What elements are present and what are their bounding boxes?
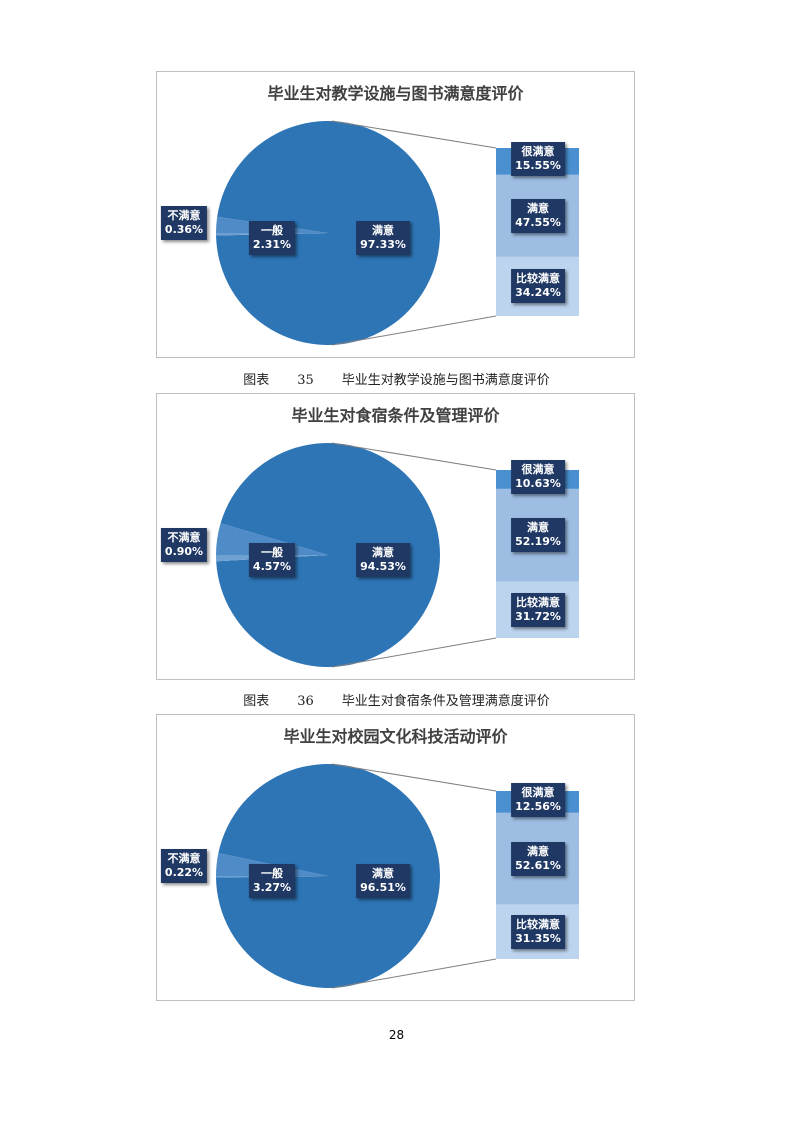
label-category: 满意 [526,521,549,535]
label-category: 比较满意 [515,917,560,931]
label-category: 很满意 [521,145,555,159]
bar-label-0: 很满意 10.63% [511,460,565,495]
caption-number: 35 [297,373,314,388]
label-category: 满意 [371,224,394,237]
label-value: 96.51% [360,881,406,894]
label-value: 31.72% [515,609,561,623]
connector-line [331,637,497,668]
label-category: 满意 [371,867,394,880]
label-value: 0.22% [164,866,204,879]
bar-label-2: 比较满意 31.72% [511,592,565,627]
connector-line [331,763,497,792]
label-value: 52.19% [515,535,561,549]
label-value: 4.57% [252,560,292,573]
connector-line [331,442,497,471]
label-value: 47.55% [515,215,561,229]
bar-label-2: 比较满意 31.35% [511,914,565,949]
data-label-unsatisfied: 不满意 0.22% [160,849,208,883]
caption-label: 图表 [243,694,270,709]
pie-slice-satisfied [216,764,441,988]
data-label-general: 一般 2.31% [248,221,296,255]
chart-teaching-facilities: 毕业生对教学设施与图书满意度评价 满意 97.33% 一般 2.31% 不满意 0.36% 很… [156,71,635,358]
figure-caption-36: 图表 36 毕业生对食宿条件及管理满意度评价 [0,690,793,709]
label-category: 不满意 [167,209,201,222]
label-category: 比较满意 [515,595,560,609]
label-value: 15.55% [515,159,561,173]
bar-label-1: 满意 52.19% [511,518,565,553]
bar-label-0: 很满意 12.56% [511,782,565,817]
data-label-general: 一般 4.57% [248,543,296,577]
label-category: 满意 [526,844,549,858]
data-label-satisfied: 满意 96.51% [356,864,410,898]
label-value: 94.53% [360,560,406,573]
caption-number: 36 [297,694,314,709]
chart-title: 毕业生对教学设施与图书满意度评价 [267,84,524,103]
label-category: 不满意 [167,852,201,865]
label-value: 0.90% [164,545,204,558]
connector-line [331,958,497,989]
data-label-general: 一般 3.27% [248,864,296,898]
connector-line [331,120,497,149]
data-label-satisfied: 满意 94.53% [356,543,410,577]
label-category: 很满意 [521,785,555,799]
pie-slice-general [216,523,328,555]
pie-slice-satisfied [216,120,440,345]
label-value: 3.27% [252,881,292,894]
caption-text: 毕业生对食宿条件及管理满意度评价 [341,694,550,709]
label-value: 10.63% [515,477,561,491]
label-value: 52.61% [515,858,561,872]
label-category: 满意 [371,546,394,559]
caption-label: 图表 [243,373,270,388]
chart-title: 毕业生对食宿条件及管理评价 [291,406,500,425]
label-category: 一般 [260,224,283,237]
label-category: 比较满意 [515,272,560,286]
label-category: 不满意 [167,531,201,544]
label-category: 一般 [260,867,283,880]
label-value: 2.31% [252,238,292,251]
label-value: 12.56% [515,799,561,813]
label-value: 31.35% [515,931,561,945]
chart-food-lodging: 毕业生对食宿条件及管理评价 满意 94.53% 一般 4.57% 不满意 0.90% 很满意 1… [156,393,635,680]
data-label-unsatisfied: 不满意 0.90% [160,528,208,562]
page-number: 28 [388,1028,405,1042]
bar-label-1: 满意 47.55% [511,198,565,233]
bar-label-0: 很满意 15.55% [511,142,565,177]
pie-slice-satisfied [216,442,440,667]
data-label-unsatisfied: 不满意 0.36% [160,206,208,240]
caption-text: 毕业生对教学设施与图书满意度评价 [341,373,550,388]
label-value: 97.33% [360,238,406,251]
connector-line [331,315,497,346]
label-category: 很满意 [521,463,555,477]
figure-caption-35: 图表 35 毕业生对教学设施与图书满意度评价 [0,369,793,388]
bar-label-2: 比较满意 34.24% [511,269,565,304]
chart-title: 毕业生对校园文化科技活动评价 [283,727,508,746]
label-value: 34.24% [515,286,561,300]
label-category: 一般 [260,546,283,559]
label-category: 满意 [526,201,549,215]
data-label-satisfied: 满意 97.33% [356,221,410,255]
label-value: 0.36% [164,223,204,236]
chart-campus-culture: 毕业生对校园文化科技活动评价 满意 96.51% 一般 3.27% 不满意 0.22% 很满意… [156,714,635,1001]
bar-label-1: 满意 52.61% [511,841,565,876]
